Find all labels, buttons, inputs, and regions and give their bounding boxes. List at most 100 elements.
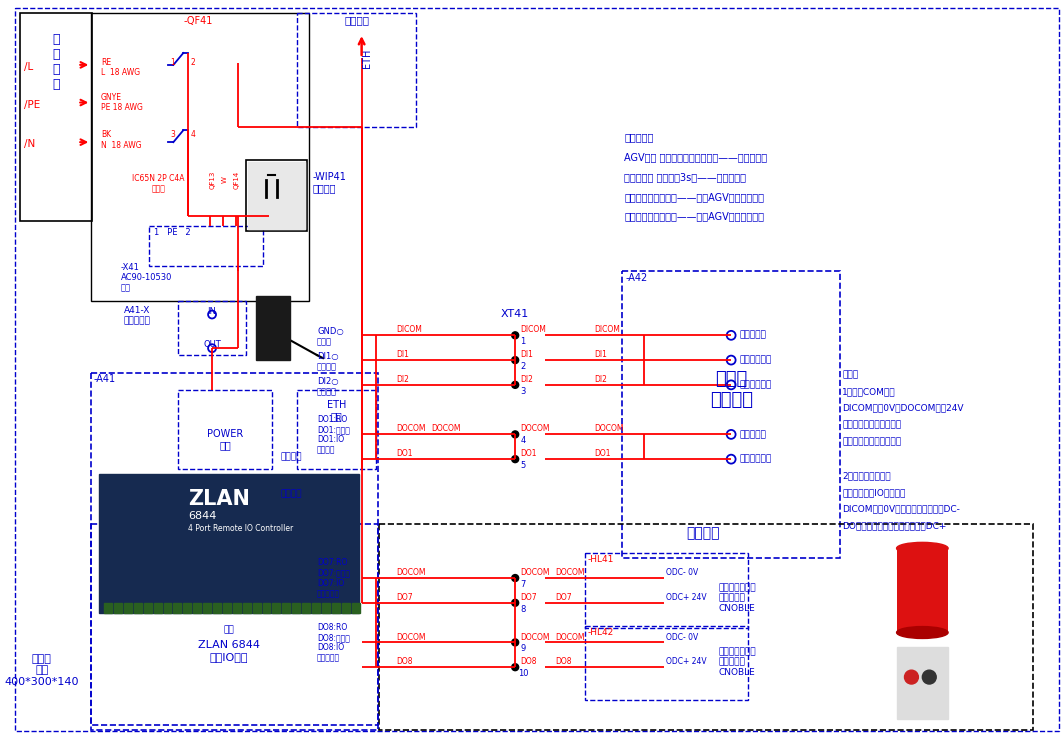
Text: -QF41: -QF41 bbox=[183, 16, 213, 27]
Bar bbox=[104, 603, 112, 613]
Text: AGV发送 开门请求（持续给入）——卷帘门开门: AGV发送 开门请求（持续给入）——卷帘门开门 bbox=[625, 152, 767, 162]
Text: /L: /L bbox=[23, 62, 33, 72]
Text: DICOM: DICOM bbox=[595, 325, 620, 335]
Circle shape bbox=[267, 208, 276, 216]
Text: 4: 4 bbox=[520, 436, 526, 446]
Text: 3: 3 bbox=[520, 386, 526, 396]
Circle shape bbox=[512, 599, 518, 606]
Bar bbox=[332, 603, 339, 613]
Text: DO7: DO7 bbox=[396, 593, 413, 602]
Text: -HL42: -HL42 bbox=[587, 627, 614, 636]
Text: IC65N 2P C4A
控制器: IC65N 2P C4A 控制器 bbox=[132, 174, 185, 193]
Bar bbox=[248, 162, 305, 229]
Text: ZLAN: ZLAN bbox=[188, 489, 250, 509]
Text: DOCOM: DOCOM bbox=[396, 424, 426, 434]
Bar bbox=[20, 13, 93, 222]
Text: DI2○
关门到位: DI2○ 关门到位 bbox=[317, 377, 338, 396]
Text: DOCOM: DOCOM bbox=[595, 424, 624, 434]
Bar bbox=[380, 523, 1033, 729]
Text: BK
N  18 AWG: BK N 18 AWG bbox=[101, 130, 142, 150]
Text: DO8:RO
DO8:公共端
DO8:IO
内部警报灯: DO8:RO DO8:公共端 DO8:IO 内部警报灯 bbox=[317, 623, 350, 663]
Text: DICOM: DICOM bbox=[396, 325, 422, 335]
Text: 1: 1 bbox=[170, 58, 176, 67]
Bar bbox=[297, 389, 377, 469]
Text: DO7:RO
DO7:公共端
DO7:IO
外部警报灯: DO7:RO DO7:公共端 DO7:IO 外部警报灯 bbox=[317, 558, 350, 599]
Text: ODC+ 24V: ODC+ 24V bbox=[666, 593, 706, 602]
Text: DI2: DI2 bbox=[520, 375, 533, 384]
Bar bbox=[92, 523, 379, 729]
Text: 警报灯由远程IO模块控制: 警报灯由远程IO模块控制 bbox=[842, 488, 905, 497]
Text: 中控系统: 中控系统 bbox=[344, 16, 369, 25]
Text: W: W bbox=[222, 177, 228, 183]
Text: -X41
AC90-10530
正泰: -X41 AC90-10530 正泰 bbox=[121, 263, 172, 293]
Text: GND○
公共端: GND○ 公共端 bbox=[317, 327, 344, 347]
Text: DO8: DO8 bbox=[520, 657, 536, 667]
Text: DOCOM: DOCOM bbox=[554, 568, 584, 577]
Bar bbox=[897, 647, 948, 719]
Text: ETH
同口: ETH 同口 bbox=[327, 400, 347, 421]
Text: 输出公共端: 输出公共端 bbox=[739, 331, 766, 340]
Text: DO高电平输出有效，接入警报灯DC+: DO高电平输出有效，接入警报灯DC+ bbox=[842, 522, 947, 531]
Text: DICOM作为0V公共端，接入警报灯DC-: DICOM作为0V公共端，接入警报灯DC- bbox=[842, 505, 960, 514]
Bar bbox=[144, 603, 151, 613]
Circle shape bbox=[263, 166, 268, 172]
Bar bbox=[255, 296, 290, 360]
Text: 说明：: 说明： bbox=[842, 370, 859, 379]
Text: 1: 1 bbox=[520, 337, 526, 347]
Text: 4: 4 bbox=[190, 130, 195, 139]
Text: 1、关于COM接线: 1、关于COM接线 bbox=[842, 386, 896, 396]
Bar bbox=[179, 301, 246, 355]
Text: 自动门
控制系统: 自动门 控制系统 bbox=[710, 370, 752, 409]
Bar bbox=[584, 554, 748, 627]
Text: DOCOM: DOCOM bbox=[396, 633, 426, 641]
Bar bbox=[622, 271, 841, 558]
Text: 工
厂
电
源: 工 厂 电 源 bbox=[53, 33, 61, 91]
Text: A41-X
电源适配器: A41-X 电源适配器 bbox=[123, 306, 151, 325]
Bar bbox=[92, 13, 310, 301]
Text: /PE: /PE bbox=[23, 100, 40, 109]
Text: 输出即位高电平输出有效: 输出即位高电平输出有效 bbox=[842, 437, 901, 446]
Bar bbox=[694, 638, 713, 657]
Bar bbox=[352, 603, 360, 613]
Text: -HL41: -HL41 bbox=[587, 555, 614, 565]
Text: 信号输入: 信号输入 bbox=[281, 452, 302, 461]
Text: 4 Port Remote IO Controller: 4 Port Remote IO Controller bbox=[188, 523, 294, 533]
Text: DOCOM: DOCOM bbox=[431, 424, 461, 434]
Text: 当卷帘门关门到位后——给入AGV关门到位信号: 当卷帘门关门到位后——给入AGV关门到位信号 bbox=[625, 211, 764, 222]
Circle shape bbox=[922, 670, 936, 684]
Bar bbox=[213, 603, 221, 613]
Circle shape bbox=[512, 431, 518, 437]
Text: ODC+ 24V: ODC+ 24V bbox=[666, 657, 706, 667]
Bar bbox=[897, 548, 948, 633]
Text: 可调音量报警器
内置警报灯
CNOBLE: 可调音量报警器 内置警报灯 CNOBLE bbox=[718, 647, 755, 677]
Circle shape bbox=[512, 381, 518, 388]
Text: DOCOM: DOCOM bbox=[520, 568, 550, 577]
Bar bbox=[322, 603, 330, 613]
Text: -WIP41
成品同质: -WIP41 成品同质 bbox=[312, 172, 346, 194]
Circle shape bbox=[904, 670, 918, 684]
Text: DI2: DI2 bbox=[396, 375, 410, 384]
Text: DO8: DO8 bbox=[554, 657, 571, 667]
Bar bbox=[302, 603, 310, 613]
Ellipse shape bbox=[897, 627, 948, 638]
Text: 开门请求信号: 开门请求信号 bbox=[739, 454, 771, 463]
Bar bbox=[282, 603, 290, 613]
Bar bbox=[243, 603, 251, 613]
Text: ZLAN 6844
远程IO模块: ZLAN 6844 远程IO模块 bbox=[198, 641, 260, 662]
Text: 9: 9 bbox=[520, 644, 526, 653]
Text: ODC- 0V: ODC- 0V bbox=[666, 568, 698, 577]
Text: DO7: DO7 bbox=[520, 593, 536, 602]
Text: DO7: DO7 bbox=[554, 593, 571, 602]
Text: DI1○
开门到位: DI1○ 开门到位 bbox=[317, 353, 338, 372]
Text: DOCOM: DOCOM bbox=[520, 633, 550, 641]
Text: ETH: ETH bbox=[362, 48, 371, 68]
Text: 流程说明：: 流程说明： bbox=[625, 132, 653, 142]
Bar bbox=[297, 13, 416, 127]
Bar bbox=[149, 226, 263, 266]
Text: 2、关于警报灯接线: 2、关于警报灯接线 bbox=[842, 471, 891, 480]
Text: 可选配件: 可选配件 bbox=[686, 526, 720, 540]
Text: QF14: QF14 bbox=[234, 171, 239, 189]
Text: 10: 10 bbox=[518, 670, 529, 678]
Text: XT41: XT41 bbox=[501, 309, 529, 319]
Text: -A42: -A42 bbox=[626, 273, 647, 283]
